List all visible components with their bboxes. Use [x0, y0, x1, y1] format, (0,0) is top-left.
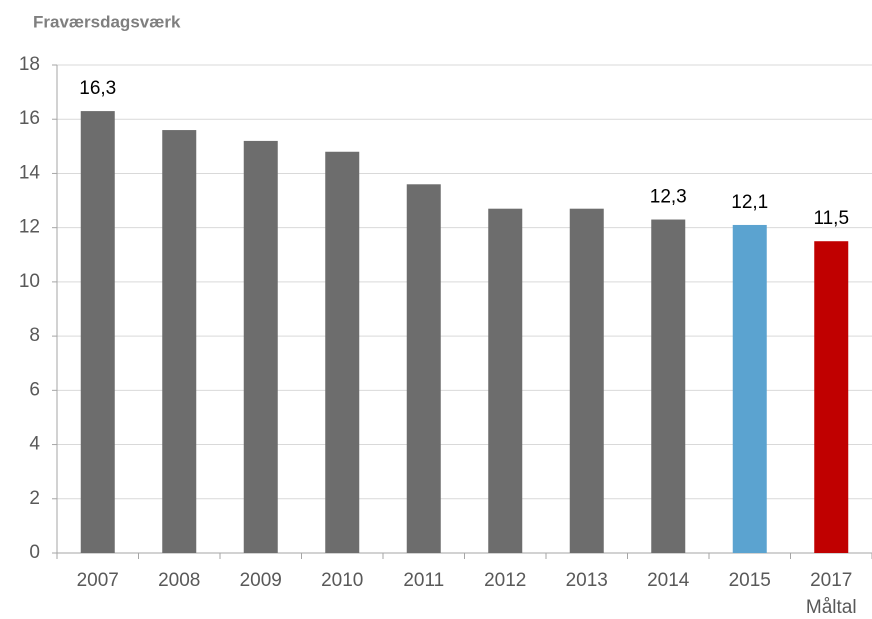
bar [814, 241, 849, 553]
x-tick-label: 2011 [403, 570, 444, 591]
bar [569, 208, 604, 553]
x-tick-label: 2012 [484, 570, 526, 591]
x-tick-label: 2015 [729, 570, 771, 591]
x-tick-label: 2014 [647, 570, 690, 591]
x-tick-note: Måltal [806, 597, 857, 618]
bar [325, 151, 360, 553]
x-tick-label: 2007 [77, 570, 119, 591]
value-label: 12,3 [650, 187, 687, 208]
value-label: 16,3 [79, 78, 116, 99]
bar [80, 111, 115, 553]
x-tick-label: 2013 [566, 570, 608, 591]
bar [162, 130, 197, 554]
y-tick-label: 8 [29, 325, 40, 346]
y-tick-label: 4 [29, 434, 40, 455]
bar [243, 140, 278, 553]
bar [651, 219, 686, 554]
y-tick-label: 10 [19, 271, 40, 292]
chart-title: Fraværsdagsværk [33, 12, 181, 31]
x-tick-label: 2009 [240, 570, 282, 591]
value-label: 12,1 [731, 192, 768, 213]
x-tick-label: 2017 [810, 570, 852, 591]
x-tick-label: 2008 [158, 570, 200, 591]
y-tick-label: 6 [29, 379, 40, 400]
y-tick-label: 12 [19, 217, 40, 238]
y-tick-label: 0 [29, 542, 40, 563]
bar [406, 184, 441, 554]
y-tick-label: 2 [29, 488, 40, 509]
value-label: 11,5 [813, 208, 849, 229]
y-tick-label: 16 [19, 108, 40, 129]
x-tick-label: 2010 [321, 570, 363, 591]
bar [732, 224, 767, 553]
bar [488, 208, 523, 553]
y-tick-label: 18 [19, 54, 40, 75]
y-tick-label: 14 [19, 162, 41, 183]
